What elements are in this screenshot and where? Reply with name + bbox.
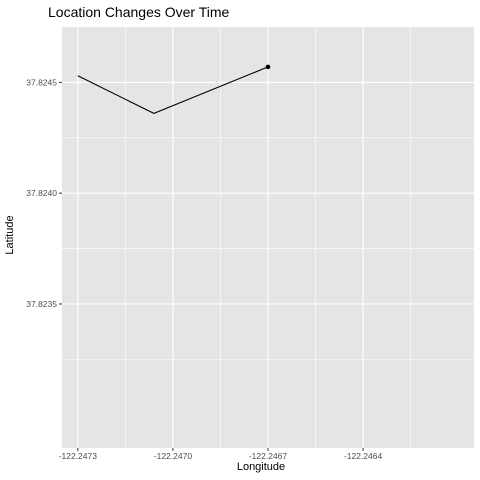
y-tick-label: 37.8240	[26, 188, 57, 198]
x-axis-title: Longitude	[237, 461, 285, 473]
y-tick-label: 37.8245	[26, 77, 57, 87]
x-tick-label: -122.2473	[59, 451, 98, 461]
x-tick-label: -122.2464	[344, 451, 383, 461]
x-tick-label: -122.2467	[249, 451, 288, 461]
x-axis-ticks: -122.2473 -122.2470 -122.2467 -122.2464	[59, 448, 383, 461]
latest-location-point	[266, 65, 271, 70]
y-axis-ticks: 37.8235 37.8240 37.8245	[26, 77, 62, 309]
y-axis-title: Latitude	[4, 215, 16, 254]
x-tick-label: -122.2470	[154, 451, 193, 461]
chart-title: Location Changes Over Time	[48, 4, 230, 20]
y-tick-label: 37.8235	[26, 299, 57, 309]
